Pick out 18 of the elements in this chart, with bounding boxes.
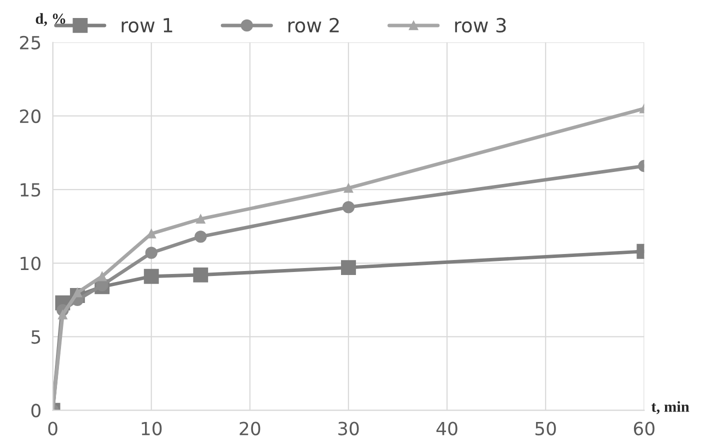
legend-label: row 1 [122,18,172,33]
x-tick-label: 50 [536,422,556,436]
y-tick-label: 15 [20,183,40,197]
y-tick-label: 10 [20,256,40,270]
x-tick-label: 20 [240,422,260,436]
y-tick-label: 25 [20,36,40,50]
x-tick-label: 60 [634,422,654,436]
x-tick-label: 10 [142,422,162,436]
y-tick-label: 0 [31,404,40,418]
y-tick-label: 20 [20,109,40,124]
legend-label: row 3 [455,18,506,33]
x-tick-label: 30 [338,422,359,436]
x-tick-label: 0 [48,422,58,436]
y-tick-label: 5 [32,330,40,344]
x-tick-label: 40 [436,422,458,436]
y-axis-title: d, % [36,13,66,26]
x-axis-title: t, min [651,401,690,414]
legend-label: row 2 [288,18,339,33]
